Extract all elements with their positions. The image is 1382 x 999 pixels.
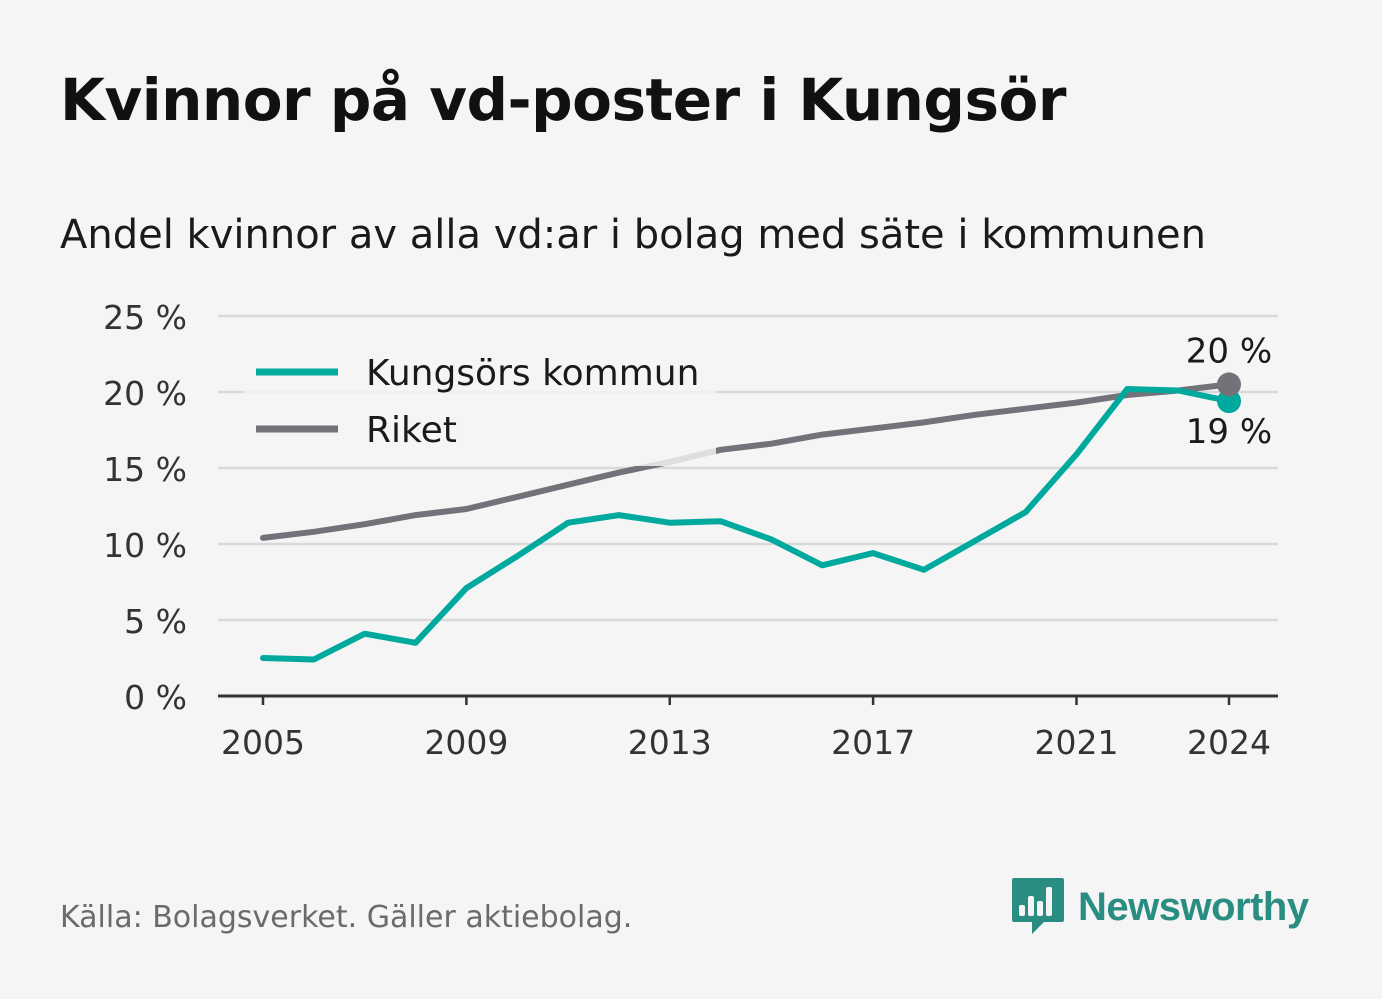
y-tick-label: 25 % [103, 298, 187, 337]
newsworthy-logo: Newsworthy [1010, 876, 1309, 938]
x-tick-label: 2024 [1187, 723, 1271, 762]
x-tick-label: 2017 [831, 723, 915, 762]
x-tick-label: 2021 [1034, 723, 1118, 762]
y-tick-label: 10 % [103, 526, 187, 565]
x-tick-label: 2009 [424, 723, 508, 762]
bar-chart-chat-bubble-icon [1012, 878, 1064, 934]
source-note: Källa: Bolagsverket. Gäller aktiebolag. [60, 900, 633, 935]
chart-title: Kvinnor på vd-poster i Kungsör [60, 66, 1066, 134]
brand-name: Newsworthy [1078, 884, 1309, 929]
end-value-label: 20 % [1186, 331, 1272, 371]
y-tick-label: 20 % [103, 374, 187, 413]
y-tick-label: 15 % [103, 450, 187, 489]
legend-label: Kungsörs kommun [366, 353, 699, 394]
x-tick-label: 2013 [628, 723, 712, 762]
end-marker [1217, 372, 1241, 397]
end-value-label: 19 % [1186, 412, 1272, 452]
chart-subtitle: Andel kvinnor av alla vd:ar i bolag med … [60, 212, 1206, 258]
legend-box [244, 340, 716, 466]
y-tick-label: 5 % [124, 602, 187, 641]
y-tick-label: 0 % [124, 678, 187, 717]
end-marker [1217, 389, 1241, 414]
series-line-riket [260, 381, 1232, 541]
series-line-kungsörs-kommun [260, 386, 1232, 663]
x-tick-label: 2005 [221, 723, 305, 762]
legend-label: Riket [366, 410, 457, 451]
